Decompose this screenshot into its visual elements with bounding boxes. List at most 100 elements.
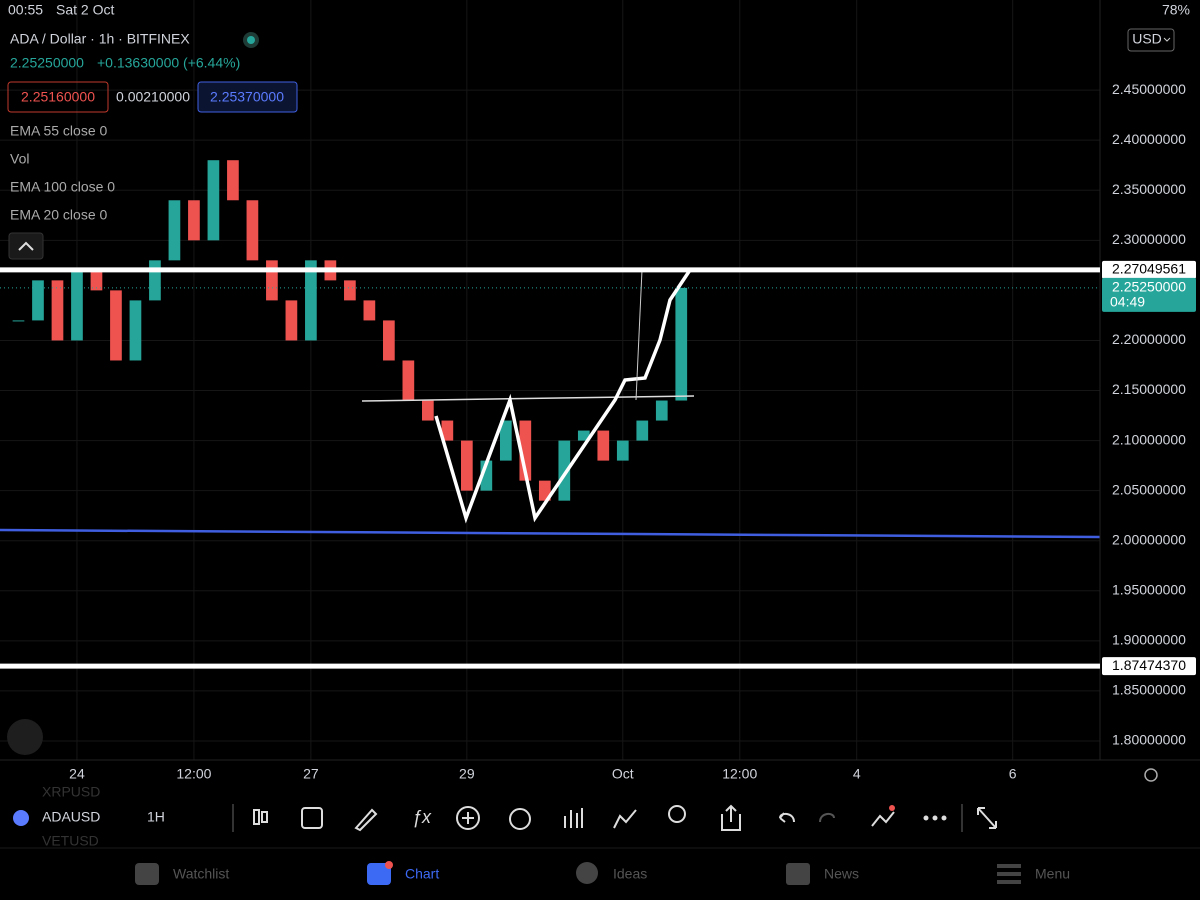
candle xyxy=(616,440,629,461)
y-tick-label: 2.10000000 xyxy=(1112,431,1186,447)
currency[interactable]: USD xyxy=(1132,31,1162,47)
candle xyxy=(675,287,688,401)
nav-item[interactable]: Watchlist xyxy=(173,866,229,882)
ask-box[interactable] xyxy=(197,81,298,113)
pattern-drawing xyxy=(434,269,692,524)
candle xyxy=(363,300,376,321)
indicator[interactable]: EMA 20 close 0 xyxy=(10,207,107,223)
candle xyxy=(305,260,317,341)
prev-symbol: XRPUSD xyxy=(42,784,100,800)
logo xyxy=(7,719,43,755)
more xyxy=(932,815,938,821)
candle xyxy=(110,290,122,361)
candle xyxy=(655,400,668,421)
nav-icon xyxy=(135,863,159,885)
tool-bars[interactable] xyxy=(564,808,583,828)
x-tick-label: 4 xyxy=(853,766,861,782)
nav-icon xyxy=(997,872,1021,876)
candle xyxy=(558,440,571,501)
drawing xyxy=(635,269,643,401)
x-tick-label: 24 xyxy=(69,766,85,782)
x-tick-label: 12:00 xyxy=(176,766,211,782)
tool-candles[interactable] xyxy=(261,811,268,823)
tool-object[interactable] xyxy=(871,811,895,827)
settings[interactable] xyxy=(1144,768,1158,782)
nav-item[interactable]: Menu xyxy=(1035,866,1070,882)
level-label-box xyxy=(1102,260,1196,279)
level-label: 2.27049561 xyxy=(1112,261,1186,277)
tool-redo[interactable] xyxy=(819,812,835,823)
y-tick-label: 1.90000000 xyxy=(1112,632,1186,648)
status-date: Sat 2 Oct xyxy=(56,2,114,18)
nav-icon xyxy=(576,862,598,884)
collapse-button[interactable] xyxy=(8,232,44,260)
tool-indicator[interactable] xyxy=(613,809,637,829)
tool-alert[interactable] xyxy=(509,808,531,830)
nav-item[interactable]: Ideas xyxy=(613,866,647,882)
tool-fullscreen[interactable] xyxy=(977,807,997,829)
candle xyxy=(149,260,161,301)
tool-draw[interactable] xyxy=(354,808,378,832)
nav-icon xyxy=(367,863,391,885)
candle xyxy=(207,160,220,241)
x-tick-label: 6 xyxy=(1009,766,1017,782)
bid-box[interactable] xyxy=(7,81,109,113)
candle xyxy=(480,460,493,491)
symbol-title[interactable]: ADA / Dollar · 1h · BITFINEX xyxy=(10,31,190,47)
bid[interactable]: 2.25160000 xyxy=(21,89,95,105)
candle xyxy=(246,200,259,261)
tool-compare[interactable] xyxy=(301,807,323,829)
level-label: 1.87474370 xyxy=(1112,657,1186,673)
nav-item[interactable]: News xyxy=(824,866,859,882)
tool-ideas[interactable] xyxy=(668,805,686,823)
tool-fx[interactable]: ƒx xyxy=(412,807,432,827)
nav-icon xyxy=(997,864,1021,868)
more xyxy=(941,815,947,821)
symbol-icon xyxy=(13,810,29,826)
badge xyxy=(889,805,895,811)
y-tick-label: 1.95000000 xyxy=(1112,581,1186,597)
chevron-up xyxy=(18,241,34,251)
indicator[interactable]: EMA 55 close 0 xyxy=(10,123,107,139)
nav-item[interactable]: Chart xyxy=(405,866,439,882)
ask[interactable]: 2.25370000 xyxy=(210,89,284,105)
neckline xyxy=(361,395,695,402)
candle xyxy=(71,270,83,341)
toolbar-interval[interactable]: 1H xyxy=(147,809,165,825)
countdown: 04:49 xyxy=(1110,294,1145,310)
next-symbol: VETUSD xyxy=(42,833,99,849)
currency-button[interactable] xyxy=(1127,28,1175,52)
price-change: +0.13630000 (+6.44%) xyxy=(97,55,240,71)
candle xyxy=(441,420,454,441)
indicator[interactable]: Vol xyxy=(10,151,29,167)
badge xyxy=(385,861,393,869)
battery: 78% xyxy=(1162,2,1190,18)
candle xyxy=(383,320,395,361)
candle xyxy=(636,420,649,441)
candle xyxy=(129,300,142,361)
tool-candles[interactable] xyxy=(253,809,260,825)
tool-undo[interactable] xyxy=(779,812,795,823)
status-time: 00:55 xyxy=(8,2,43,18)
indicator[interactable]: EMA 100 close 0 xyxy=(10,179,115,195)
toolbar-symbol[interactable]: ADAUSD xyxy=(42,809,100,825)
x-tick-label: 12:00 xyxy=(722,766,757,782)
y-tick-label: 1.80000000 xyxy=(1112,732,1186,748)
price-label: 2.25250000 xyxy=(1112,279,1186,295)
candle xyxy=(344,280,356,301)
candle xyxy=(402,360,415,401)
nav-icon xyxy=(786,863,810,885)
candle xyxy=(90,270,103,291)
candle xyxy=(168,200,181,261)
y-tick-label: 2.20000000 xyxy=(1112,331,1186,347)
y-tick-label: 2.15000000 xyxy=(1112,381,1186,397)
plus xyxy=(462,812,474,824)
candle xyxy=(51,280,64,341)
more[interactable] xyxy=(923,815,929,821)
level-label-box xyxy=(1102,657,1196,676)
chevron xyxy=(1163,37,1171,42)
candle xyxy=(266,260,278,301)
tool-share[interactable] xyxy=(721,804,741,831)
candle xyxy=(285,300,298,341)
tool-add[interactable] xyxy=(456,806,480,830)
